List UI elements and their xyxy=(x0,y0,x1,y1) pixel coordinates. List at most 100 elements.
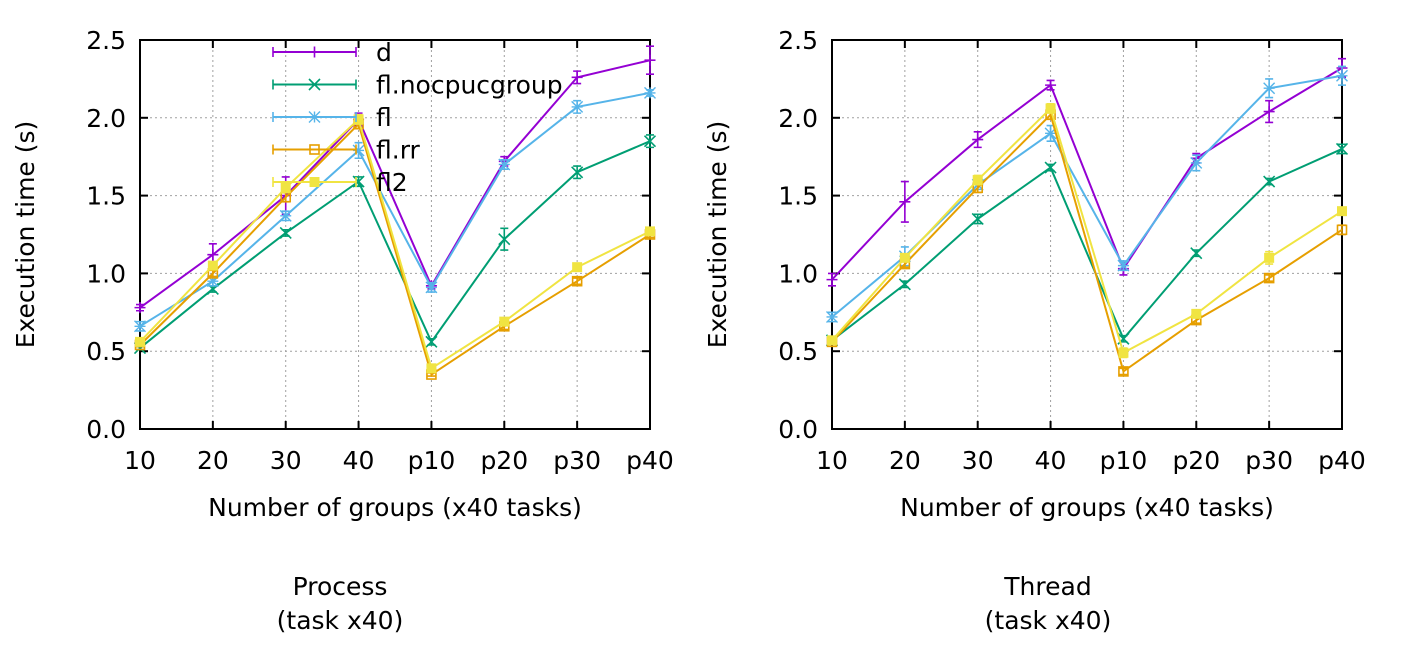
data-point xyxy=(643,135,657,148)
caption-thread-line1: Thread xyxy=(1004,572,1092,601)
series-fl2 xyxy=(135,113,655,374)
data-point xyxy=(1118,366,1129,377)
data-point xyxy=(1263,175,1276,188)
legend-label: fl xyxy=(376,103,392,132)
caption-process-line1: Process xyxy=(292,572,388,601)
data-point xyxy=(572,262,583,273)
x-tick-label: 30 xyxy=(962,446,994,475)
y-tick-label: 0.5 xyxy=(778,337,818,366)
data-point xyxy=(1263,106,1275,118)
data-point xyxy=(644,86,656,99)
legend-marker xyxy=(309,177,320,187)
data-point xyxy=(1045,79,1057,91)
x-tick-label: p30 xyxy=(1245,446,1293,475)
data-point xyxy=(972,134,984,146)
y-tick-label: 0.5 xyxy=(86,337,126,366)
x-tick-label: 10 xyxy=(124,446,156,475)
series-line xyxy=(139,91,651,328)
data-point xyxy=(571,166,584,179)
data-point xyxy=(498,233,511,246)
legend-errbar xyxy=(272,79,357,90)
data-point xyxy=(899,252,910,263)
data-point xyxy=(426,363,437,374)
series-line xyxy=(139,122,651,377)
series-fl xyxy=(134,86,656,333)
y-tick-label: 1.0 xyxy=(86,259,126,288)
data-point xyxy=(1044,127,1057,140)
x-tick-label: p20 xyxy=(480,446,528,475)
data-point xyxy=(1118,347,1129,358)
data-point xyxy=(207,249,219,261)
legend: d fl.nocpucgroup fl fl.rr fl2 xyxy=(272,38,563,197)
y-tick-label: 2.5 xyxy=(86,26,126,55)
data-point xyxy=(1336,69,1348,82)
y-tick-label: 0.0 xyxy=(86,415,126,444)
x-tick-label: 40 xyxy=(1035,446,1067,475)
data-point xyxy=(207,260,218,271)
legend-label: d xyxy=(376,38,392,67)
data-point xyxy=(1264,252,1275,263)
x-tick-label: p40 xyxy=(626,446,674,475)
data-point xyxy=(499,316,510,327)
chart-panel-1: 0.0 0.5 1.0 1.5 2.0 2.5 10 20 30 40 p10 p20 p30 p40 Nu… xyxy=(703,26,1366,522)
y-axis-title: Execution time (s) xyxy=(11,121,40,349)
caption-process: Process (task x40) xyxy=(190,570,490,638)
data-point xyxy=(972,175,983,186)
series-line xyxy=(139,140,651,349)
series-line xyxy=(831,67,1343,281)
legend-marker xyxy=(309,46,320,58)
series-line xyxy=(139,117,651,370)
data-point xyxy=(899,196,911,208)
y-tick-label: 2.0 xyxy=(778,104,818,133)
data-point xyxy=(1337,206,1347,217)
x-tick-label: 20 xyxy=(197,446,229,475)
data-point xyxy=(134,302,146,314)
data-point xyxy=(1335,142,1349,155)
caption-thread: Thread (task x40) xyxy=(898,570,1198,638)
data-point xyxy=(826,310,838,323)
legend-errbar xyxy=(272,112,357,122)
data-point xyxy=(827,335,837,346)
data-point xyxy=(135,336,145,347)
data-point xyxy=(571,71,583,83)
x-tick-label: p40 xyxy=(1318,446,1366,475)
y-tick-label: 2.0 xyxy=(86,104,126,133)
data-point xyxy=(1044,161,1057,174)
data-point xyxy=(1190,247,1203,260)
legend-errbar xyxy=(272,144,357,155)
data-point xyxy=(898,278,911,291)
series-line xyxy=(831,148,1343,342)
error-bar xyxy=(1119,367,1128,376)
legend-errbar xyxy=(272,177,357,187)
x-tick-label: 40 xyxy=(343,446,375,475)
series-line xyxy=(831,112,1343,374)
legend-marker xyxy=(309,144,320,155)
data-point xyxy=(826,274,838,286)
data-point xyxy=(352,175,365,188)
x-tick-label: p10 xyxy=(408,446,456,475)
data-point xyxy=(1263,82,1276,95)
data-point xyxy=(1045,103,1056,114)
series-fl2 xyxy=(827,102,1347,359)
x-tick-label: 30 xyxy=(270,446,302,475)
series-line xyxy=(831,106,1343,355)
y-tick-label: 2.5 xyxy=(778,26,818,55)
y-tick-label: 1.5 xyxy=(778,182,818,211)
data-point xyxy=(645,226,655,237)
y-tick-label: 1.5 xyxy=(86,182,126,211)
x-axis-title: Number of groups (x40 tasks) xyxy=(900,493,1274,522)
y-tick-label: 0.0 xyxy=(778,415,818,444)
data-point xyxy=(644,54,656,66)
x-tick-label: 10 xyxy=(816,446,848,475)
data-point xyxy=(134,320,146,333)
data-point xyxy=(571,100,584,113)
data-point xyxy=(1263,272,1275,284)
data-point xyxy=(425,281,438,294)
chart-panel-0: 0.0 0.5 1.0 1.5 2.0 2.5 10 20 30 40 p10 p20 p30 p40 Nu… xyxy=(11,26,674,522)
y-tick-label: 1.0 xyxy=(778,259,818,288)
legend-marker xyxy=(308,111,321,123)
data-point xyxy=(425,335,438,348)
x-tick-label: p10 xyxy=(1100,446,1148,475)
